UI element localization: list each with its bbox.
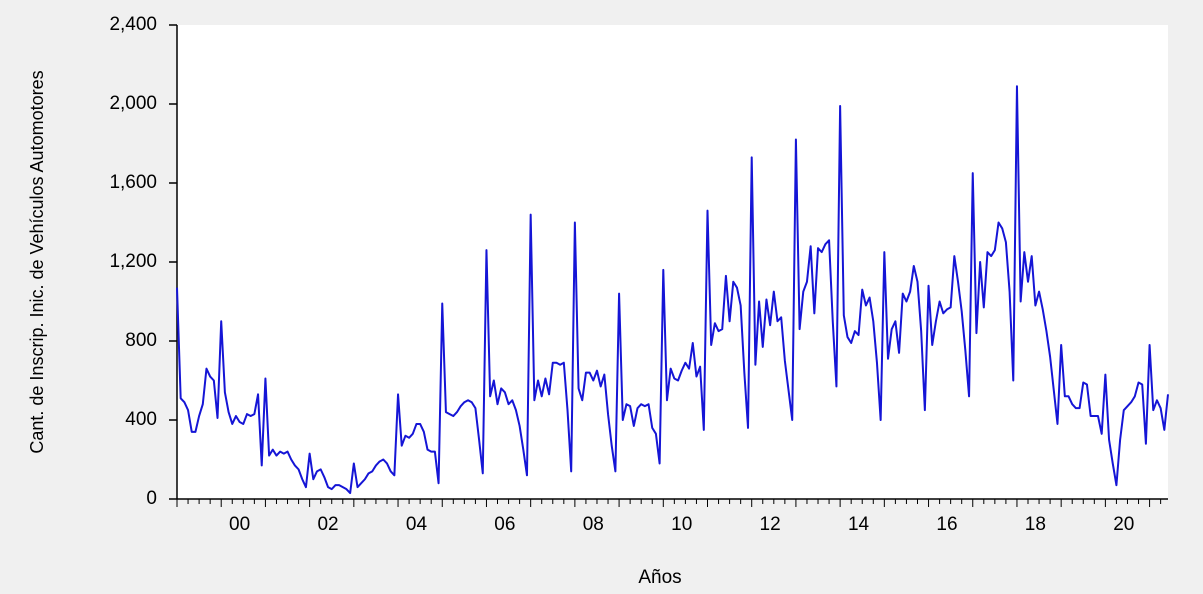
x-tick-label: 06 bbox=[494, 514, 515, 535]
y-tick-label: 1,600 bbox=[109, 172, 157, 193]
x-tick-label: 00 bbox=[229, 514, 250, 535]
data-line bbox=[176, 85, 1169, 495]
x-tick-label: 10 bbox=[671, 514, 692, 535]
y-tick-label: 800 bbox=[125, 330, 157, 351]
x-tick-label: 18 bbox=[1025, 514, 1046, 535]
plot-area bbox=[177, 25, 1168, 499]
y-axis-title: Cant. de Inscrip. Inic. de Vehículos Aut… bbox=[27, 70, 47, 453]
y-tick-label: 400 bbox=[125, 409, 157, 430]
x-tick-label: 14 bbox=[848, 514, 870, 535]
y-tick-label: 0 bbox=[146, 488, 157, 509]
x-axis-title: Años bbox=[638, 567, 681, 588]
x-tick-label: 04 bbox=[406, 514, 428, 535]
x-tick-label: 08 bbox=[583, 514, 604, 535]
y-tick-label: 1,200 bbox=[109, 251, 157, 272]
y-tick-label: 2,000 bbox=[109, 93, 157, 114]
x-tick-label: 12 bbox=[760, 514, 781, 535]
x-tick-label: 02 bbox=[317, 514, 338, 535]
y-tick-label: 2,400 bbox=[109, 14, 157, 35]
x-tick-label: 16 bbox=[936, 514, 957, 535]
x-tick-label: 20 bbox=[1113, 514, 1134, 535]
